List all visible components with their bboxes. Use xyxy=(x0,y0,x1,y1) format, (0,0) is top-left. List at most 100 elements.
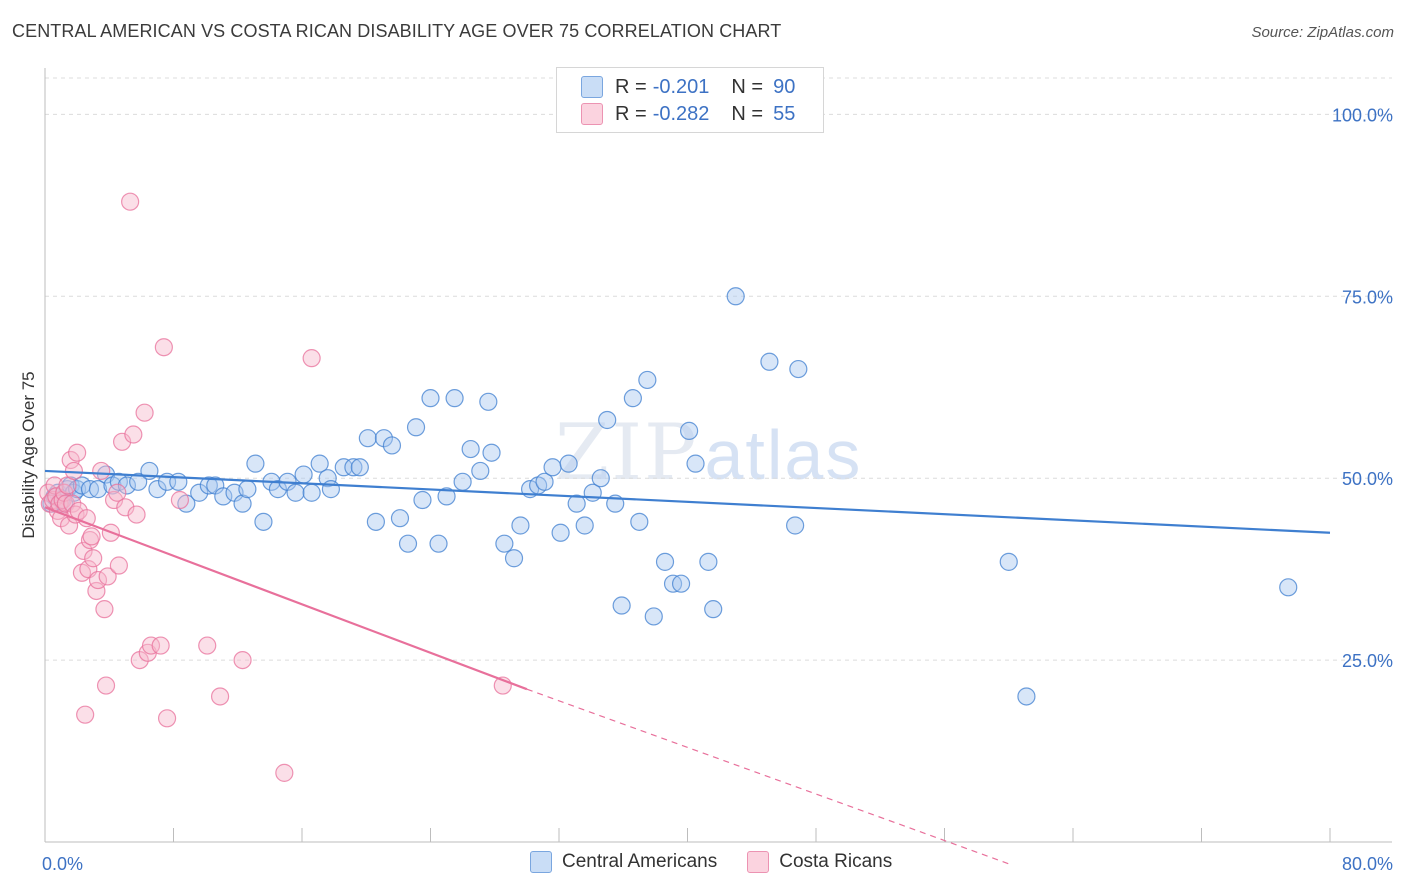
central-americans-point xyxy=(1279,578,1298,597)
costa-ricans-point xyxy=(154,338,173,357)
central-americans-point xyxy=(238,480,257,499)
central-americans-point xyxy=(453,472,472,491)
costa-ricans-point xyxy=(302,349,321,368)
legend-item-costa-ricans[interactable]: Costa Ricans xyxy=(747,851,892,873)
costa-ricans-point xyxy=(74,541,93,561)
costa-ricans-point xyxy=(121,192,140,211)
costa-ricans-point xyxy=(127,505,146,524)
costa-ricans-point xyxy=(124,425,143,444)
legend-r-value: -0.282 xyxy=(652,102,710,125)
central-americans-point xyxy=(699,552,718,571)
central-americans-point xyxy=(686,454,705,473)
costa-ricans-point xyxy=(108,483,127,502)
central-americans-point xyxy=(999,552,1018,571)
legend-r-value: -0.201 xyxy=(652,75,710,98)
costa-ricans-point xyxy=(275,763,294,782)
legend-label: Costa Ricans xyxy=(779,851,893,872)
central-americans-point xyxy=(268,480,288,499)
costa-ricans-point xyxy=(109,556,128,575)
central-americans-point xyxy=(344,458,363,477)
costa-ricans-point xyxy=(68,443,87,462)
legend-r-label: R = xyxy=(615,75,647,98)
legend-swatch-blue xyxy=(581,76,603,98)
costa-ricans-point xyxy=(210,687,230,706)
central-americans-point xyxy=(575,516,594,535)
costa-ricans-point xyxy=(88,570,108,590)
y-tick-label: 75.0% xyxy=(1342,287,1393,307)
central-americans-point xyxy=(199,476,218,495)
central-americans-point xyxy=(233,494,252,513)
costa-ricans-point xyxy=(63,494,82,513)
central-americans-point xyxy=(117,476,137,495)
legend-label: Central Americans xyxy=(562,851,718,872)
series-legend: Central Americans Costa Ricans xyxy=(530,851,922,873)
chart-title: CENTRAL AMERICAN VS COSTA RICAN DISABILI… xyxy=(12,21,782,41)
legend-swatch-pink xyxy=(747,851,770,873)
legend-item-central-americans[interactable]: Central Americans xyxy=(530,851,717,873)
central-americans-point xyxy=(294,465,313,484)
costa-ricans-point xyxy=(198,636,217,655)
central-americans-point xyxy=(630,512,649,531)
watermark-zip: ZIP xyxy=(555,408,699,498)
central-americans-point xyxy=(190,483,209,502)
costa-ricans-trendline-extension xyxy=(526,688,1009,865)
costa-ricans-trendline xyxy=(44,506,528,691)
central-americans-point xyxy=(551,523,570,542)
central-americans-point xyxy=(1017,687,1036,706)
central-americans-point xyxy=(429,534,448,553)
central-americans-point xyxy=(591,469,610,488)
central-americans-point xyxy=(559,454,578,473)
legend-n-label: N = xyxy=(731,75,764,98)
central-americans-point xyxy=(567,494,586,513)
costa-ricans-point xyxy=(170,490,190,510)
central-americans-point xyxy=(254,512,273,531)
central-americans-point xyxy=(471,461,490,481)
watermark-atlas: atlas xyxy=(704,416,863,494)
central-americans-point xyxy=(543,458,562,477)
costa-ricans-point xyxy=(98,567,117,586)
central-americans-point xyxy=(445,389,464,408)
central-americans-point xyxy=(366,512,385,531)
central-americans-point xyxy=(302,483,321,502)
central-americans-point xyxy=(129,472,148,491)
central-americans-point xyxy=(334,458,353,477)
costa-ricans-point xyxy=(116,498,135,517)
central-americans-point xyxy=(535,472,554,491)
central-americans-point xyxy=(246,454,265,473)
watermark: ZIPatlas xyxy=(555,408,862,498)
central-americans-point xyxy=(726,287,745,306)
central-americans-point xyxy=(148,480,167,499)
costa-ricans-point xyxy=(233,650,252,670)
costa-ricans-point xyxy=(64,461,84,481)
central-americans-point xyxy=(680,421,699,440)
costa-ricans-point xyxy=(76,705,95,724)
central-americans-point xyxy=(495,534,514,553)
y-tick-label: 50.0% xyxy=(1342,469,1393,489)
costa-ricans-point xyxy=(92,461,111,481)
central-americans-point xyxy=(482,443,501,462)
legend-row-central-americans: R = -0.201 N = 90 xyxy=(581,74,795,100)
costa-ricans-point xyxy=(135,403,154,422)
central-americans-point xyxy=(350,458,369,477)
central-americans-point xyxy=(479,392,498,411)
central-americans-point xyxy=(398,534,418,553)
central-americans-point xyxy=(461,439,480,459)
central-americans-point xyxy=(318,469,337,488)
central-americans-point xyxy=(612,596,631,615)
costa-ricans-point xyxy=(96,676,116,695)
y-axis-label: Disability Age Over 75 xyxy=(19,371,38,538)
central-americans-point xyxy=(598,410,617,430)
central-americans-point xyxy=(286,483,305,502)
y-tick-label: 25.0% xyxy=(1342,651,1393,671)
central-americans-point xyxy=(406,418,426,437)
central-americans-point xyxy=(421,389,440,408)
central-americans-point xyxy=(214,487,233,506)
central-americans-point xyxy=(511,516,530,535)
central-americans-point xyxy=(638,370,657,390)
legend-swatch-pink xyxy=(581,103,603,125)
central-americans-point xyxy=(789,359,808,379)
legend-n-value: 90 xyxy=(773,75,796,98)
central-americans-point xyxy=(655,552,675,571)
central-americans-point xyxy=(671,574,691,593)
